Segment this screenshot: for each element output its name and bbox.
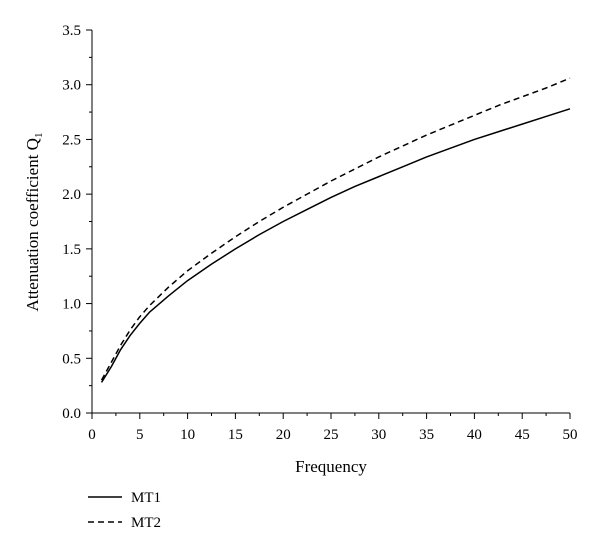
x-tick-label: 30: [371, 427, 386, 443]
y-axis-title: Attenuation coefficient Q1: [23, 133, 45, 312]
y-axis-title-main: Attenuation coefficient Q: [23, 138, 42, 311]
y-tick-label: 3.0: [62, 78, 81, 94]
y-axis-title-subscript: 1: [33, 133, 45, 139]
legend-label-mt1: MT1: [131, 490, 161, 506]
x-tick-label: 45: [515, 427, 530, 443]
y-tick-label: 0.5: [62, 351, 81, 367]
series-layer: [100, 77, 571, 383]
y-axis-ticks: 0.0 0.5 1.0 1.5 2.0 2.5 3.0 3.5: [62, 23, 92, 422]
axes: [91, 30, 570, 414]
x-axis-title: Frequency: [295, 457, 367, 476]
x-tick-label: 20: [276, 427, 291, 443]
x-tick-label: 15: [228, 427, 243, 443]
y-tick-label: 0.0: [62, 406, 81, 422]
x-tick-label: 25: [324, 427, 339, 443]
y-tick-label: 3.5: [62, 23, 81, 39]
x-axis-ticks: 0 5 10 15 20 25 30 35 40 45 50: [88, 413, 578, 443]
x-tick-label: 5: [136, 427, 144, 443]
legend: MT1 MT2: [88, 490, 161, 531]
legend-label-mt2: MT2: [131, 515, 161, 531]
x-tick-label: 50: [563, 427, 578, 443]
x-tick-label: 0: [88, 427, 96, 443]
series-line-mt2: [100, 77, 571, 381]
x-tick-label: 10: [180, 427, 195, 443]
y-tick-label: 2.5: [62, 132, 81, 148]
y-tick-label: 1.0: [62, 297, 81, 313]
x-tick-label: 35: [419, 427, 434, 443]
x-tick-label: 40: [467, 427, 482, 443]
y-tick-label: 1.5: [62, 242, 81, 258]
y-tick-label: 2.0: [62, 187, 81, 203]
series-line-mt1: [100, 108, 571, 383]
